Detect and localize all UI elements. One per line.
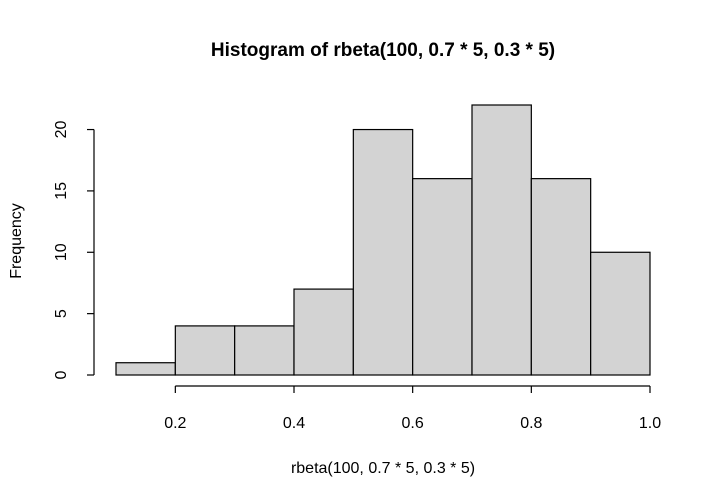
histogram-bar-3	[293, 288, 354, 376]
y-tick-label-1: 5	[53, 309, 70, 318]
histogram-bar-6	[471, 104, 532, 376]
x-axis-label: rbeta(100, 0.7 * 5, 0.3 * 5)	[291, 460, 475, 477]
y-axis-label: Frequency	[8, 203, 25, 279]
histogram-bar-5	[412, 178, 473, 376]
x-tick-label-4: 1.0	[639, 415, 661, 432]
bars-group	[115, 104, 651, 376]
y-tick-label-3: 15	[53, 182, 70, 200]
y-axis: 0 5 10 15 20	[53, 121, 95, 379]
histogram-bar-1	[174, 325, 236, 376]
histogram-bar-0	[115, 362, 176, 376]
histogram-bar-8	[590, 251, 651, 376]
y-tick-label-2: 10	[53, 243, 70, 261]
y-tick-label-4: 20	[53, 121, 70, 139]
histogram-bar-4	[352, 128, 414, 376]
x-tick-label-1: 0.4	[283, 415, 305, 432]
y-tick-label-0: 0	[53, 370, 70, 379]
histogram-bar-2	[234, 325, 295, 376]
x-axis: 0.2 0.4 0.6 0.8 1.0	[164, 385, 661, 432]
histogram-bar-7	[530, 178, 592, 376]
x-tick-label-2: 0.6	[402, 415, 424, 432]
x-tick-label-0: 0.2	[164, 415, 186, 432]
chart-title: Histogram of rbeta(100, 0.7 * 5, 0.3 * 5…	[211, 40, 555, 61]
x-tick-label-3: 0.8	[520, 415, 542, 432]
